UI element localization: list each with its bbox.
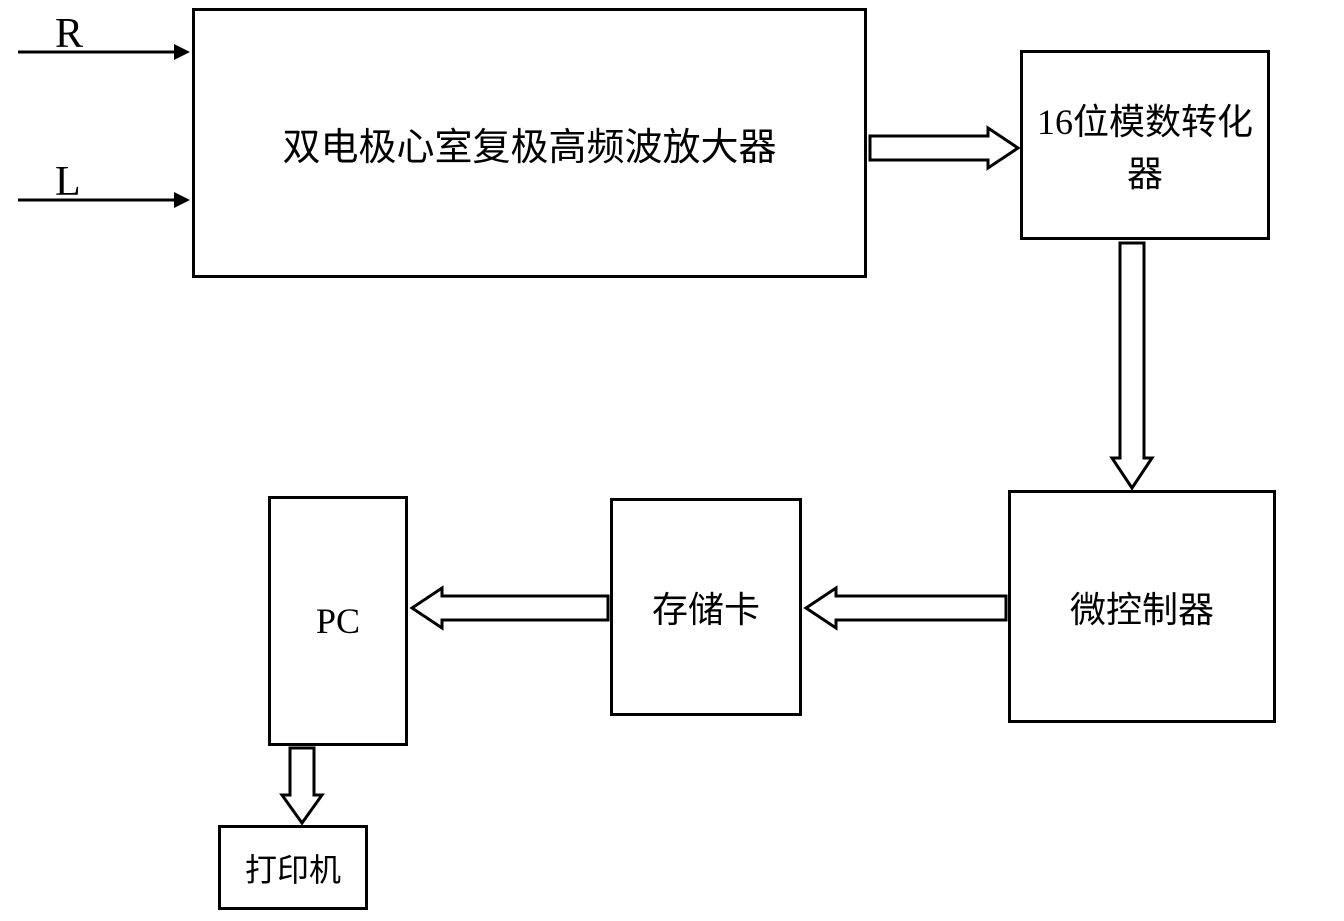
arrow-amp-to-adc <box>870 128 1018 168</box>
node-pc-label: PC <box>316 600 360 642</box>
arrow-l-input <box>18 192 190 212</box>
node-storage-label: 存储卡 <box>652 581 760 633</box>
node-amplifier-label: 双电极心室复极高频波放大器 <box>282 116 776 171</box>
node-mcu-label: 微控制器 <box>1070 581 1214 633</box>
node-printer: 打印机 <box>218 825 368 910</box>
arrow-pc-to-printer <box>282 748 322 823</box>
arrow-storage-to-pc <box>412 588 608 628</box>
arrow-r-input <box>18 44 190 64</box>
node-adc-label: 16位模数转化器 <box>1023 93 1267 197</box>
arrow-mcu-to-storage <box>806 588 1006 628</box>
node-printer-label: 打印机 <box>245 845 341 891</box>
node-mcu: 微控制器 <box>1008 490 1276 723</box>
node-storage: 存储卡 <box>610 498 802 716</box>
node-amplifier: 双电极心室复极高频波放大器 <box>192 8 867 278</box>
node-adc: 16位模数转化器 <box>1020 50 1270 240</box>
arrow-adc-to-mcu <box>1112 243 1152 488</box>
node-pc: PC <box>268 496 408 746</box>
